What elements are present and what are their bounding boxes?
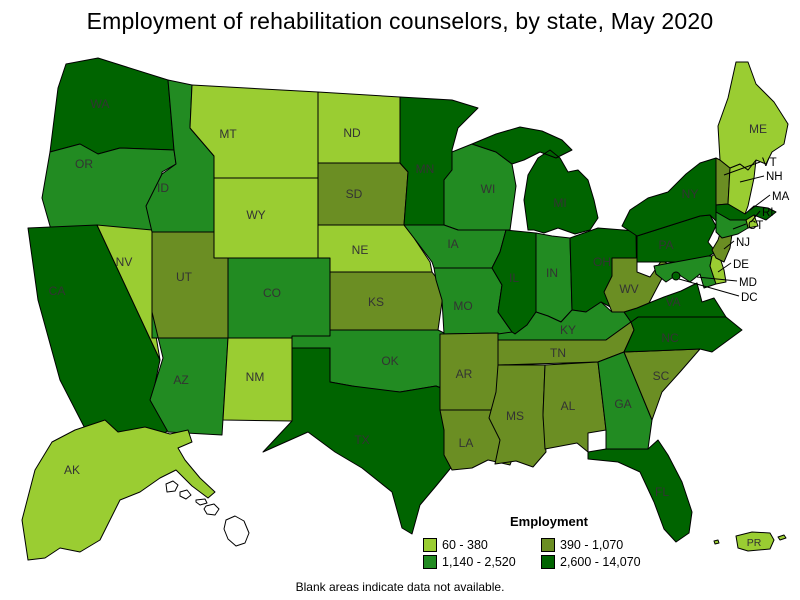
state-label-dc: DC [741,292,758,304]
legend: Employment 60 - 380 390 - 1,070 1,140 - … [423,514,675,570]
leader-lines [678,161,771,297]
state-wa[interactable] [49,57,175,155]
state-label-de: DE [733,259,749,271]
leader-line-de [717,262,732,273]
state-nc[interactable] [623,316,743,353]
state-fl[interactable] [587,439,693,543]
state-nm[interactable] [222,337,293,422]
page-title: Employment of rehabilitation counselors,… [86,8,714,34]
state-ms[interactable] [488,364,547,468]
legend-label-1140-2520: 1,140 - 2,520 [442,555,516,569]
state-ct[interactable] [715,211,749,239]
states-layer [21,57,789,561]
legend-label-390-1070: 390 - 1,070 [560,538,624,552]
leader-line-ri [750,210,761,223]
state-mi[interactable] [471,126,599,235]
state-nd[interactable] [317,91,401,164]
leader-line-ma [749,194,771,211]
state-dc[interactable] [671,271,681,281]
state-hi[interactable] [165,480,250,547]
leader-line-md [696,276,738,282]
legend-swatch-390-1070 [541,538,555,552]
leader-line-dc [678,278,740,297]
legend-label-60-380: 60 - 380 [442,538,488,552]
leader-line-nj [723,240,735,250]
legend-label-2600-14070: 2,600 - 14,070 [560,555,641,569]
state-wv[interactable] [603,257,670,313]
leader-line-ct [732,223,747,230]
state-tx[interactable] [262,347,465,535]
state-ak[interactable] [21,419,216,561]
state-sd[interactable] [317,162,409,226]
state-md[interactable] [653,255,717,289]
legend-title: Employment [509,514,588,529]
state-label-nj: NJ [736,237,750,249]
state-label-nh: NH [766,171,783,183]
state-al[interactable] [542,361,607,453]
legend-item-2600-14070: 2,600 - 14,070 [541,554,675,570]
state-wy[interactable] [213,177,319,259]
state-me[interactable] [717,61,789,171]
state-in[interactable] [535,232,573,323]
legend-grid: 60 - 380 390 - 1,070 1,140 - 2,520 2,600… [423,537,675,570]
legend-item-60-380: 60 - 380 [423,537,541,553]
state-label-ma: MA [772,191,790,203]
legend-swatch-1140-2520 [423,555,437,569]
state-co[interactable] [227,257,331,339]
state-pr[interactable] [713,531,787,552]
state-label-md: MD [739,277,757,289]
leader-line-vt [723,161,761,176]
leader-line-nh [739,175,765,183]
state-ks[interactable] [329,271,445,331]
legend-item-390-1070: 390 - 1,070 [541,537,675,553]
footnote: Blank areas indicate data not available. [295,580,505,594]
legend-item-1140-2520: 1,140 - 2,520 [423,554,541,570]
legend-swatch-60-380 [423,538,437,552]
legend-swatch-2600-14070 [541,555,555,569]
